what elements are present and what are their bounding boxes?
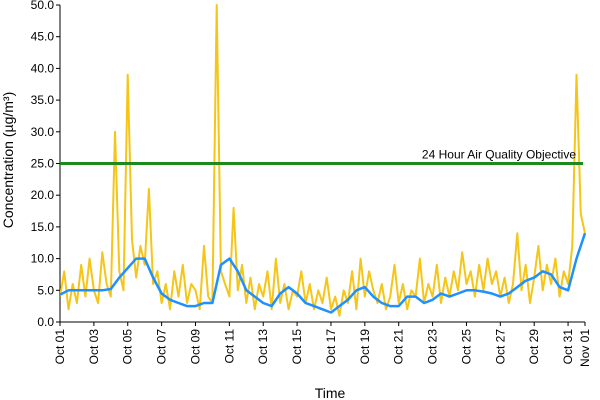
y-tick-label: 15.0 <box>31 220 55 234</box>
x-tick-label: Oct 25 <box>459 329 473 365</box>
x-tick-label: Oct 15 <box>290 329 304 365</box>
x-tick-label: Nov 01 <box>578 329 592 367</box>
y-axis-ticks: 0.0 5.0 10.0 15.0 20.0 25.0 30.0 35.0 40.0 45.0 50… <box>31 0 60 329</box>
hourly-series-line <box>60 4 586 317</box>
x-tick-label: Oct 29 <box>527 329 541 365</box>
x-tick-label: Oct 11 <box>222 329 236 364</box>
x-tick-label: Oct 21 <box>392 329 406 365</box>
y-tick-label: 40.0 <box>31 61 55 75</box>
y-tick-label: 5.0 <box>37 283 54 297</box>
y-tick-label: 10.0 <box>31 252 55 266</box>
y-tick-label: 45.0 <box>31 30 55 44</box>
x-tick-label: Oct 31 <box>561 329 575 365</box>
series-layer <box>60 4 587 317</box>
y-tick-label: 30.0 <box>31 125 55 139</box>
x-tick-label: Oct 03 <box>87 329 101 365</box>
objective-label: 24 Hour Air Quality Objective <box>422 148 576 162</box>
x-tick-label: Oct 19 <box>358 329 372 365</box>
x-tick-label: Oct 09 <box>188 329 202 365</box>
x-tick-label: Oct 07 <box>155 329 169 365</box>
x-axis-title: Time <box>315 385 346 400</box>
x-tick-label: Oct 27 <box>493 329 507 365</box>
y-tick-label: 0.0 <box>37 315 54 329</box>
x-tick-label: Oct 13 <box>256 329 270 365</box>
x-tick-label: Oct 23 <box>426 329 440 365</box>
x-tick-label: Oct 17 <box>324 329 338 365</box>
y-tick-label: 25.0 <box>31 157 55 171</box>
x-tick-label: Oct 01 <box>53 329 67 365</box>
y-tick-label: 35.0 <box>31 93 55 107</box>
reference-layer: 24 Hour Air Quality Objective <box>60 148 583 165</box>
average-series-line <box>60 232 587 314</box>
y-axis-title: Concentration (µg/m³) <box>0 92 16 228</box>
y-tick-label: 20.0 <box>31 188 55 202</box>
y-tick-label: 50.0 <box>31 0 55 12</box>
x-tick-label: Oct 05 <box>121 329 135 365</box>
x-axis-ticks: Oct 01 Oct 03 Oct 05 Oct 07 Oct 09 Oct 11 Oct … <box>53 322 592 367</box>
